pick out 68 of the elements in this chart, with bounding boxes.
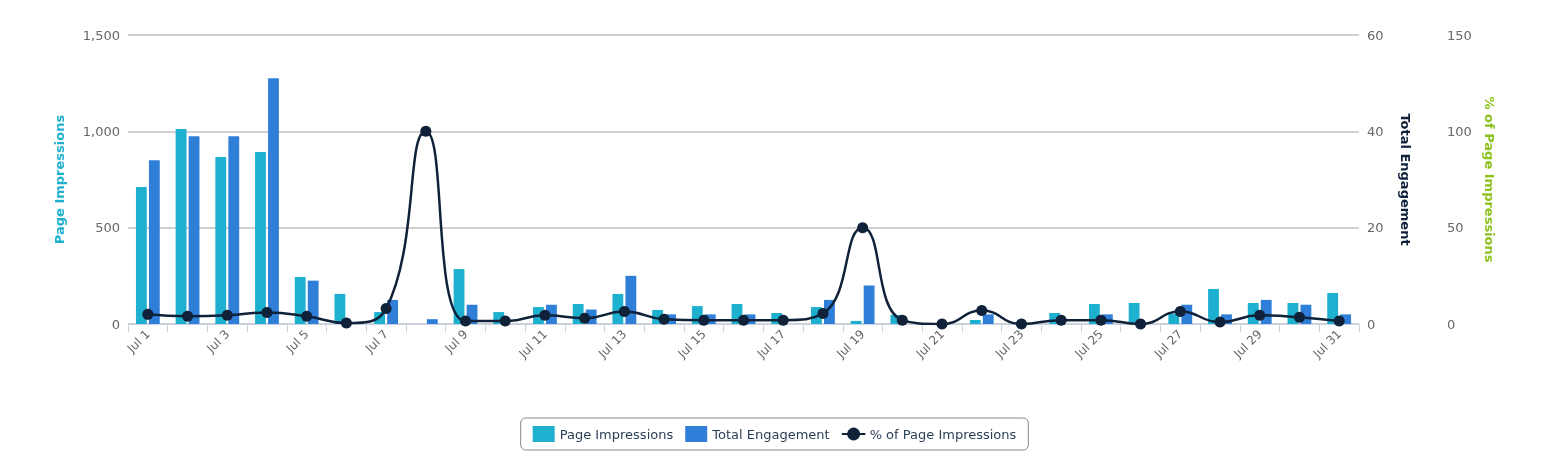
y-tick-label: 500 — [95, 220, 120, 236]
x-tick-label: Jul 13 — [595, 327, 630, 362]
x-tick-label: Jul 27 — [1150, 327, 1186, 362]
point — [817, 307, 829, 319]
point — [182, 310, 194, 322]
point — [1333, 315, 1345, 327]
x-tick-label: Jul 23 — [992, 327, 1027, 362]
y3-tick-label: 0 — [1447, 316, 1456, 332]
point — [658, 313, 670, 325]
point — [738, 314, 749, 326]
legend-label: % of Page Impressions — [869, 426, 1017, 442]
point — [460, 315, 472, 327]
y2-tick-label: 0 — [1367, 316, 1376, 332]
point — [857, 222, 869, 234]
bar — [863, 285, 875, 324]
x-tick-label: Jul 9 — [441, 327, 471, 356]
x-tick-label: Jul 3 — [203, 327, 233, 356]
x-tick-label: Jul 25 — [1071, 327, 1106, 362]
y-axis-title: Page Impressions — [52, 114, 67, 245]
point — [539, 309, 551, 321]
y2-axis-title: Total Engagement — [1398, 113, 1413, 246]
legend-label: Total Engagement — [711, 426, 830, 442]
x-tick-label: Jul 11 — [515, 327, 550, 362]
x-tick-label: Jul 1 — [123, 327, 153, 356]
y2-tick-label: 40 — [1367, 123, 1384, 139]
point — [340, 317, 352, 329]
y2-tick-label: 20 — [1367, 220, 1384, 236]
legend-label: Page Impressions — [559, 426, 674, 442]
point — [1135, 318, 1147, 330]
point — [1214, 316, 1226, 328]
x-tick-label: Jul 19 — [833, 327, 868, 362]
y3-tick-label: 100 — [1447, 123, 1472, 139]
bar — [850, 320, 862, 324]
point — [301, 310, 313, 322]
x-tick-label: Jul 5 — [282, 327, 312, 356]
point — [1254, 309, 1266, 321]
point — [380, 303, 392, 315]
point — [618, 305, 630, 317]
x-tick-label: Jul 15 — [674, 327, 709, 362]
x-tick-label: Jul 17 — [753, 327, 789, 362]
point — [261, 306, 273, 318]
y3-tick-label: 150 — [1447, 27, 1472, 43]
point — [142, 308, 154, 320]
point — [1055, 314, 1067, 326]
point — [936, 318, 948, 330]
point — [1095, 314, 1107, 326]
bar — [426, 319, 438, 324]
x-tick-label: Jul 21 — [912, 327, 947, 362]
point — [777, 314, 789, 326]
y-tick-label: 0 — [111, 316, 120, 332]
y3-tick-label: 50 — [1447, 220, 1464, 236]
point — [698, 314, 710, 326]
point — [499, 315, 511, 327]
point — [579, 312, 591, 324]
y2-tick-label: 60 — [1367, 27, 1384, 43]
point — [976, 305, 988, 317]
point — [1174, 305, 1186, 317]
point — [896, 314, 908, 326]
point — [1015, 318, 1027, 330]
y3-axis-title: % of Page Impressions — [1481, 96, 1497, 263]
x-tick-label: Jul 7 — [362, 327, 392, 356]
y-tick-label: 1,500 — [82, 27, 120, 43]
point — [1293, 311, 1305, 323]
x-tick-label: Jul 31 — [1309, 327, 1345, 362]
point — [420, 125, 432, 137]
y-tick-label: 1,000 — [82, 123, 120, 139]
x-tick-label: Jul 29 — [1230, 327, 1265, 362]
point — [221, 309, 233, 321]
